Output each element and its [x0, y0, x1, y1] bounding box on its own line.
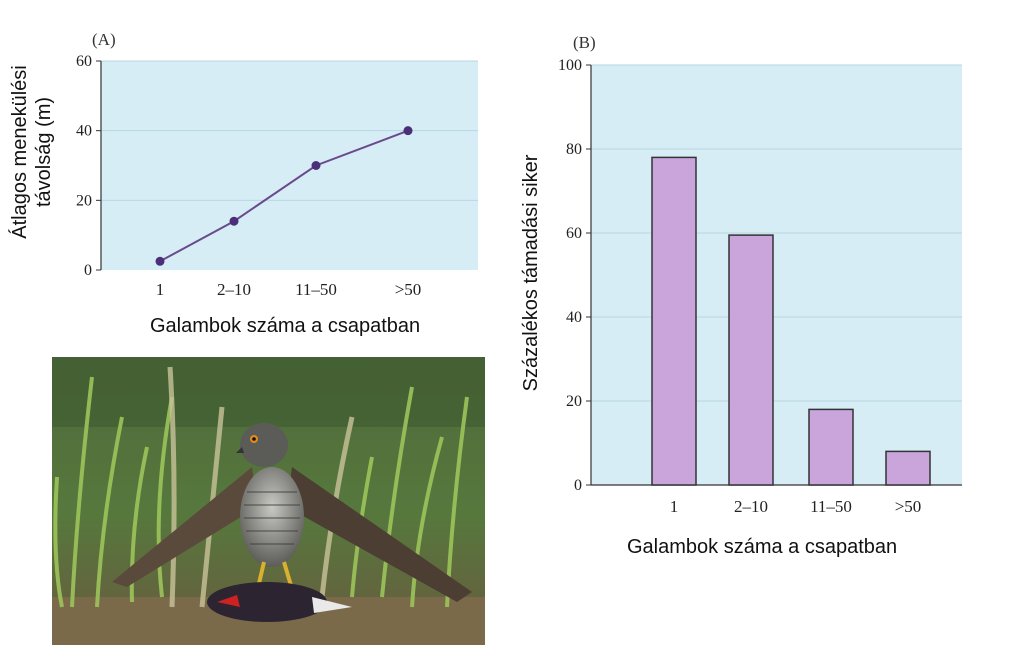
- y-tick-label-a: 40: [76, 123, 92, 140]
- chart-a-ylabel-line2: távolság (m): [33, 96, 55, 208]
- x-tick-label-a: 2–10: [217, 280, 251, 299]
- chart-a-line: 0 20 40 60 1 2–10 11–50 >50: [76, 53, 478, 299]
- data-point-a: [155, 256, 165, 266]
- y-tick-label-b: 60: [566, 225, 582, 242]
- y-tick-label-b: 20: [566, 393, 582, 410]
- chart-b-ylabel: Százalékos támadási siker: [520, 154, 542, 392]
- bar-1: [651, 156, 697, 486]
- bar-3: [808, 408, 854, 486]
- data-point-a: [311, 161, 321, 170]
- y-tick-label-b: 0: [574, 477, 582, 494]
- y-tick-label-a: 0: [84, 262, 92, 279]
- y-tick-label-b: 40: [566, 309, 582, 326]
- data-point-a: [403, 126, 413, 136]
- bar-2: [728, 234, 774, 486]
- x-tick-label-b: 2–10: [734, 497, 768, 516]
- data-point-a: [229, 216, 239, 226]
- panel-label-b: (B): [573, 33, 596, 52]
- panel-label-a: (A): [92, 30, 116, 49]
- x-tick-label-b: >50: [895, 497, 922, 516]
- chart-b-bar: 0 20 40 60 80 100 1 2–10 11–50 >50: [558, 57, 962, 516]
- y-tick-label-b: 80: [566, 141, 582, 158]
- chart-a-xlabel: Galambok száma a csapatban: [150, 315, 421, 337]
- x-tick-label-a: 1: [156, 280, 165, 299]
- x-tick-label-b: 11–50: [810, 497, 852, 516]
- chart-b-xlabel: Galambok száma a csapatban: [627, 536, 898, 558]
- x-tick-label-a: >50: [395, 280, 422, 299]
- bar-4: [885, 450, 931, 486]
- series-line-a: [159, 129, 409, 263]
- y-tick-label-a: 60: [76, 53, 92, 70]
- x-tick-label-b: 1: [670, 497, 679, 516]
- hawk-with-prey-photo: [52, 357, 485, 645]
- chart-a-ylabel: Átlagos menekülési távolság (m): [8, 32, 56, 272]
- plot-area-b: [591, 65, 962, 485]
- x-tick-label-a: 11–50: [295, 280, 337, 299]
- y-tick-label-a: 20: [76, 192, 92, 209]
- plot-area-a: [101, 61, 478, 270]
- chart-a-ylabel-line1: Átlagos menekülési: [9, 65, 31, 239]
- y-tick-label-b: 100: [558, 57, 582, 74]
